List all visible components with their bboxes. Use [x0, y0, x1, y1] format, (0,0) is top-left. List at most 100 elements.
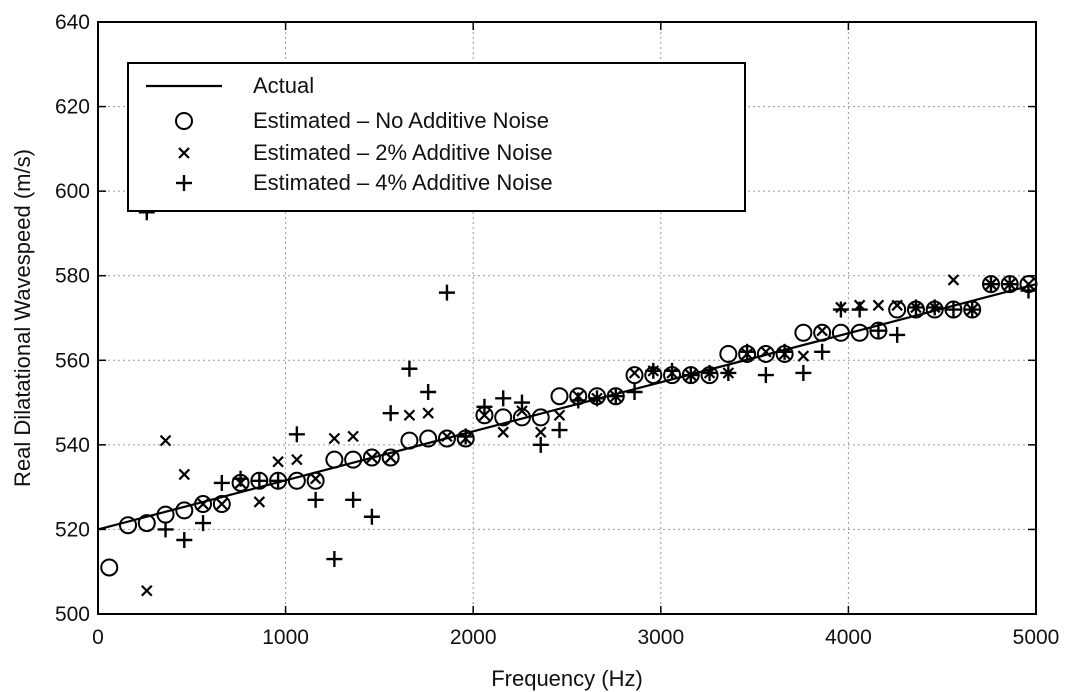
circle-marker [813, 323, 832, 342]
data-markers [100, 204, 1038, 597]
plot-frame [97, 21, 1037, 615]
plus-marker [1001, 276, 1018, 293]
x-marker [516, 405, 528, 417]
y-tick-label: 600 [55, 180, 90, 203]
circle-marker [156, 505, 175, 524]
plus-marker [438, 284, 455, 301]
circle-marker [794, 323, 813, 342]
x-marker [140, 584, 153, 597]
plus-marker [513, 394, 530, 411]
legend-circle-marker [175, 112, 193, 130]
circle-marker [137, 514, 156, 533]
x-marker [253, 496, 266, 508]
y-tick-label: 560 [55, 349, 90, 372]
circle-marker [194, 495, 213, 514]
legend-box [127, 62, 746, 212]
legend-x-marker [178, 147, 190, 159]
plus-marker [288, 426, 305, 443]
plus-marker [476, 398, 493, 415]
circle-marker [625, 366, 644, 385]
legend-label-actual: Actual [253, 73, 314, 98]
plus-marker [213, 474, 230, 491]
legend-label-no-noise: Estimated – No Additive Noise [253, 108, 549, 133]
plus-marker [457, 428, 474, 445]
x-marker [347, 430, 359, 443]
legend-plus-marker [176, 175, 192, 191]
plus-marker [1020, 282, 1037, 299]
x-marker [478, 409, 491, 422]
plus-marker [345, 491, 362, 508]
y-tick-label: 500 [55, 603, 90, 626]
plus-marker [401, 360, 418, 377]
plus-marker [495, 390, 512, 407]
axis-ticks: 0 1000 2000 3000 4000 5000 500 520 540 560 580 600 6… [55, 11, 1059, 649]
plus-marker [270, 472, 287, 489]
plus-marker [682, 367, 699, 384]
x-tick-label: 2000 [450, 626, 497, 649]
x-marker [159, 434, 172, 447]
plus-marker [607, 388, 624, 405]
x-tick-label: 1000 [262, 626, 309, 649]
plus-marker [720, 364, 737, 381]
plus-marker [776, 343, 793, 360]
circle-marker [287, 471, 306, 490]
x-tick-label: 4000 [825, 626, 872, 649]
circle-marker [850, 323, 869, 342]
plus-marker [645, 362, 662, 379]
plus-marker [532, 436, 549, 453]
plus-marker [195, 515, 212, 532]
plus-marker [157, 521, 174, 538]
plus-marker [420, 384, 437, 400]
plus-marker [664, 362, 681, 379]
x-marker [947, 274, 960, 286]
plus-marker [982, 276, 999, 293]
circle-marker [344, 450, 363, 469]
circle-marker [325, 450, 344, 469]
plus-marker [889, 326, 906, 343]
x-marker [534, 426, 547, 438]
x-marker [797, 350, 810, 362]
plus-marker [851, 301, 868, 318]
x-marker [497, 426, 509, 438]
x-marker [422, 407, 434, 419]
plus-marker [307, 491, 324, 508]
plus-marker [739, 343, 756, 360]
x-marker [816, 324, 828, 337]
circle-marker [306, 471, 325, 490]
plus-marker [814, 343, 831, 360]
circle-marker [756, 344, 775, 363]
legend-label-4pct-noise: Estimated – 4% Additive Noise [253, 170, 553, 195]
x-tick-label: 0 [92, 626, 104, 649]
x-marker [216, 498, 228, 510]
x-marker [760, 346, 772, 358]
circle-marker [888, 300, 907, 319]
y-tick-label: 540 [55, 434, 90, 457]
x-tick-label: 5000 [1013, 626, 1060, 649]
x-marker [553, 409, 566, 422]
plus-marker [363, 508, 380, 525]
legend-x-marker [178, 147, 190, 159]
plus-marker [907, 299, 924, 316]
x-tick-label: 3000 [637, 626, 684, 649]
x-marker [891, 299, 903, 312]
y-tick-label: 520 [55, 518, 90, 541]
y-tick-label: 580 [55, 265, 90, 288]
x-marker [366, 451, 378, 464]
x-marker [291, 453, 303, 466]
circle-marker [400, 431, 419, 450]
plus-marker [382, 405, 399, 422]
legend-label-2pct-noise: Estimated – 2% Additive Noise [253, 140, 553, 165]
circle-marker [719, 344, 738, 363]
circle-marker [362, 448, 381, 467]
x-axis-label: Frequency (Hz) [491, 666, 643, 691]
plus-marker [870, 322, 887, 339]
legend: Actual Estimated – No Additive Noise Est… [127, 62, 746, 212]
x-marker [328, 432, 341, 445]
x-marker [403, 409, 416, 422]
plus-marker [232, 470, 249, 487]
y-tick-label: 640 [55, 11, 90, 34]
plus-marker [551, 422, 568, 439]
plus-marker [926, 299, 943, 316]
circle-marker [119, 516, 138, 535]
